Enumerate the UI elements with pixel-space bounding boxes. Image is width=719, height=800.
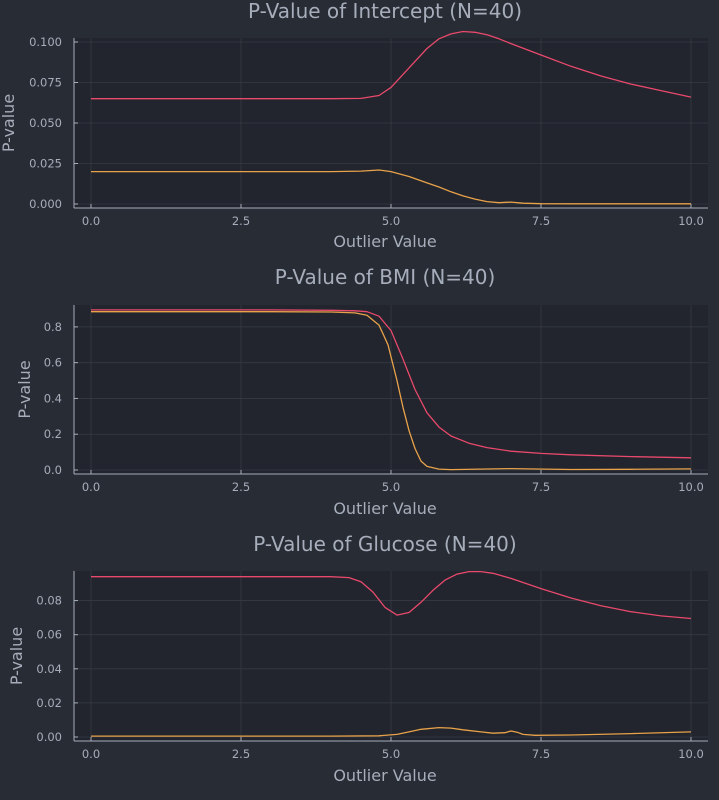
- x-axis-label: Outlier Value: [333, 499, 436, 518]
- series-line-2: [91, 726, 692, 737]
- y-tick-label: 0.6: [44, 356, 62, 370]
- y-tick-label: 0.06: [36, 628, 62, 642]
- y-tick-label: 0.00: [36, 730, 62, 744]
- x-tick-label: 2.5: [232, 747, 250, 761]
- series-line-1: [91, 30, 692, 100]
- y-tick-label: 0.0: [44, 463, 62, 477]
- x-tick-label: 0.0: [82, 480, 100, 494]
- x-tick-label: 0.0: [82, 214, 100, 228]
- chart-title: P-Value of BMI (N=40): [275, 265, 496, 289]
- y-tick-label: 0.075: [29, 76, 62, 90]
- y-axis-label: P-value: [7, 627, 26, 685]
- series-line-2: [91, 169, 691, 205]
- x-tick-label: 7.5: [532, 214, 550, 228]
- x-tick-label: 10.0: [678, 747, 704, 761]
- x-tick-label: 0.0: [82, 747, 100, 761]
- y-tick-label: 0.8: [44, 320, 62, 334]
- series-line-1: [91, 309, 692, 459]
- y-tick-label: 0.08: [36, 594, 62, 608]
- chart-title: P-Value of Intercept (N=40): [248, 0, 522, 23]
- x-tick-label: 5.0: [382, 480, 400, 494]
- x-axis-label: Outlier Value: [333, 766, 436, 785]
- y-axis-label: P-value: [0, 94, 18, 152]
- chart-title: P-Value of Glucose (N=40): [253, 532, 516, 556]
- x-tick-label: 5.0: [382, 747, 400, 761]
- chart-panel-1: 0.0 2.5 5.0 7.5 10.0 0.000 0.025 0.050 0.075 0.10…: [0, 0, 708, 251]
- x-axis-label: Outlier Value: [333, 232, 436, 251]
- y-tick-label: 0.050: [29, 116, 62, 130]
- chart-panel-2: 0.0 2.5 5.0 7.5 10.0 0.0 0.2 0.4 0.6 0.8 P-Value o…: [15, 265, 708, 518]
- y-tick-label: 0.02: [36, 696, 62, 710]
- series-line-2: [91, 311, 692, 471]
- x-tick-label: 2.5: [232, 480, 250, 494]
- x-tick-label: 2.5: [232, 214, 250, 228]
- x-tick-label: 5.0: [382, 214, 400, 228]
- x-tick-label: 10.0: [678, 214, 704, 228]
- y-tick-label: 0.4: [44, 391, 62, 405]
- x-tick-label: 10.0: [678, 480, 704, 494]
- y-tick-label: 0.100: [29, 35, 62, 49]
- y-tick-label: 0.2: [44, 427, 62, 441]
- x-tick-label: 7.5: [532, 480, 550, 494]
- chart-panel-3: 0.0 2.5 5.0 7.5 10.0 0.00 0.02 0.04 0.06 0.08 P-Va…: [7, 532, 708, 785]
- y-tick-label: 0.04: [36, 662, 62, 676]
- y-tick-label: 0.025: [29, 157, 62, 171]
- y-tick-label: 0.000: [29, 197, 62, 211]
- x-tick-label: 7.5: [532, 747, 550, 761]
- series-line-1: [91, 570, 692, 620]
- y-axis-label: P-value: [15, 360, 34, 418]
